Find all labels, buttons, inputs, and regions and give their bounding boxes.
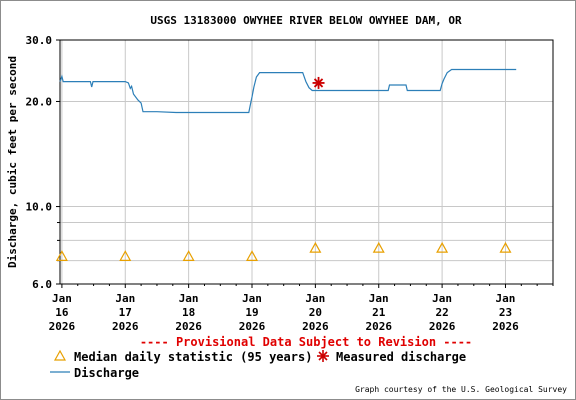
median-point [119, 250, 132, 261]
median-point [436, 241, 449, 253]
x-tick-label: Jan [179, 292, 199, 305]
provisional-notice: ---- Provisional Data Subject to Revisio… [140, 335, 472, 349]
x-tick-label: 2026 [365, 320, 392, 333]
x-tick-label: 22 [435, 306, 448, 319]
median-layer [55, 241, 512, 261]
x-tick-label: 2026 [49, 320, 76, 333]
plot-border [59, 39, 554, 285]
legend: Median daily statistic (95 years) Measur… [50, 349, 466, 380]
x-tick-label: Jan [52, 292, 72, 305]
x-tick-label: 21 [372, 306, 386, 319]
credit-text: Graph courtesy of the U.S. Geological Su… [355, 385, 567, 394]
x-tick-label: 2026 [302, 320, 329, 333]
x-tick-label: Jan [432, 292, 452, 305]
measured-point [312, 76, 325, 89]
legend-median-label: Median daily statistic (95 years) [74, 350, 312, 364]
x-axis-ticks: Jan162026Jan172026Jan182026Jan192026Jan2… [49, 284, 554, 333]
grid [60, 39, 553, 285]
series-layer [59, 68, 517, 114]
y-tick-label: 6.0 [32, 278, 52, 291]
discharge-line [59, 68, 517, 114]
median-point [309, 241, 322, 253]
x-tick-label: Jan [242, 292, 262, 305]
x-tick-label: 2026 [175, 320, 202, 333]
y-axis-ticks: 30.0 20.0 10.0 6.0 [26, 34, 60, 291]
legend-median-marker [53, 349, 67, 361]
y-tick-label: 10.0 [26, 201, 53, 214]
x-tick-label: 2026 [429, 320, 456, 333]
x-tick-label: 20 [309, 306, 322, 319]
x-tick-label: 2026 [239, 320, 266, 333]
x-tick-label: 2026 [492, 320, 519, 333]
median-point [499, 241, 512, 253]
y-tick-label: 30.0 [26, 34, 53, 47]
x-tick-label: Jan [115, 292, 135, 305]
legend-measured-marker [317, 350, 329, 362]
legend-discharge-label: Discharge [74, 366, 139, 380]
measured-layer [312, 76, 325, 89]
median-point [372, 241, 385, 253]
x-tick-label: Jan [369, 292, 389, 305]
x-tick-label: 19 [245, 306, 258, 319]
x-tick-label: 17 [119, 306, 132, 319]
median-point [182, 250, 195, 261]
x-tick-label: Jan [496, 292, 516, 305]
chart-title: USGS 13183000 OWYHEE RIVER BELOW OWYHEE … [150, 14, 462, 27]
y-axis-label: Discharge, cubic feet per second [6, 56, 19, 268]
x-tick-label: 18 [182, 306, 195, 319]
median-point [245, 250, 259, 261]
y-tick-label: 20.0 [26, 95, 53, 108]
x-tick-label: 23 [499, 306, 512, 319]
x-tick-label: 2026 [112, 320, 139, 333]
x-tick-label: Jan [305, 292, 325, 305]
legend-measured-label: Measured discharge [336, 350, 466, 364]
median-point [55, 250, 68, 261]
x-tick-label: 16 [55, 306, 69, 319]
